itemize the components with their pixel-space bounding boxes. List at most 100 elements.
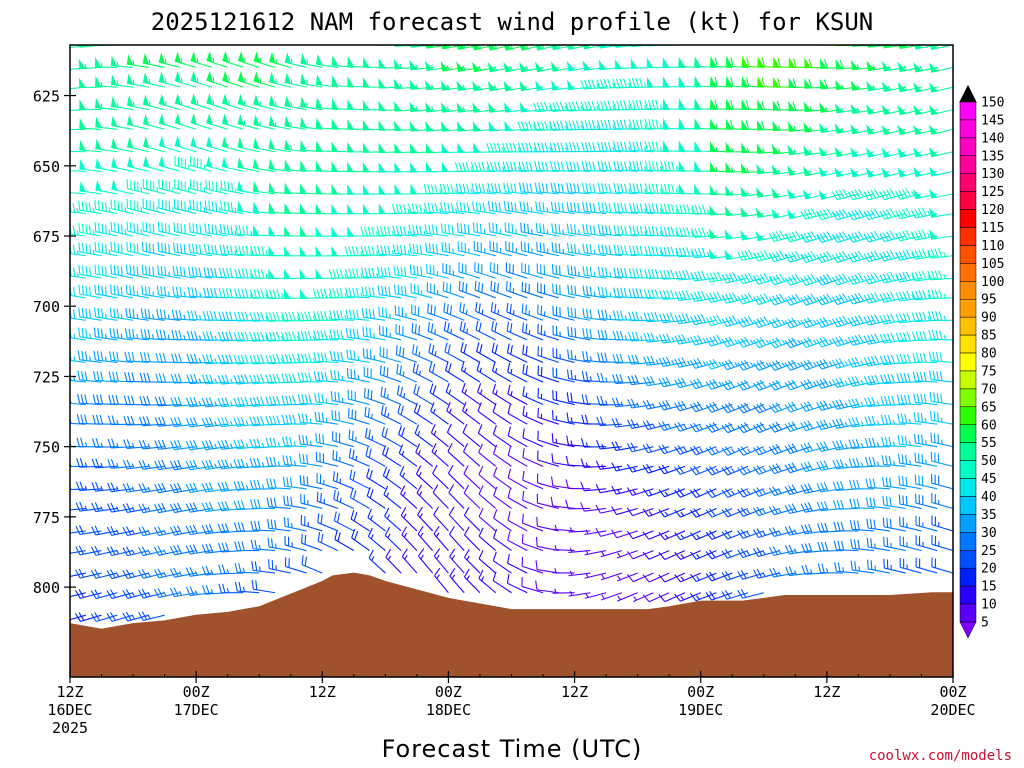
barb-half-feather bbox=[596, 124, 600, 130]
barb-full-feather bbox=[777, 57, 781, 68]
wind-barb bbox=[678, 56, 701, 69]
barb-half-feather bbox=[152, 291, 155, 297]
barb-flag bbox=[709, 98, 717, 110]
barb-full-feather bbox=[537, 365, 540, 376]
barb-flag bbox=[662, 76, 670, 87]
wind-barb bbox=[206, 93, 228, 111]
barb-flag bbox=[694, 98, 701, 109]
barb-full-feather bbox=[110, 241, 113, 252]
barb-full-feather bbox=[761, 100, 765, 110]
barb-staff bbox=[70, 45, 71, 46]
barb-flag bbox=[928, 105, 938, 116]
barb-staff bbox=[647, 108, 670, 111]
barb-full-feather bbox=[887, 18, 890, 27]
barb-full-feather bbox=[413, 265, 416, 275]
barb-half-feather bbox=[935, 45, 939, 49]
barb-full-feather bbox=[635, 100, 640, 110]
wind-barb bbox=[174, 113, 197, 130]
barb-flag bbox=[347, 76, 354, 87]
wind-barb bbox=[269, 71, 291, 88]
barb-flag bbox=[300, 73, 307, 85]
barb-flag bbox=[126, 73, 134, 85]
barb-full-feather bbox=[409, 264, 412, 275]
barb-flag bbox=[487, 80, 497, 92]
barb-flag bbox=[206, 93, 213, 106]
barb-full-feather bbox=[145, 242, 148, 252]
barb-full-feather bbox=[651, 99, 655, 110]
barb-flag bbox=[646, 76, 654, 88]
barb-flag bbox=[331, 98, 339, 109]
barb-flag bbox=[835, 59, 843, 70]
barb-full-feather bbox=[521, 303, 524, 313]
barb-flag bbox=[441, 45, 449, 50]
wind-barb bbox=[300, 96, 323, 111]
barb-half-feather bbox=[562, 229, 565, 235]
barb-flag bbox=[567, 45, 576, 50]
barb-flag bbox=[237, 113, 244, 126]
wind-barb bbox=[110, 74, 134, 88]
barb-flag bbox=[504, 120, 512, 132]
wind-barb bbox=[70, 193, 71, 194]
barb-full-feather bbox=[495, 223, 498, 234]
barb-full-feather bbox=[129, 265, 132, 275]
barb-half-feather bbox=[149, 38, 150, 43]
barb-full-feather bbox=[600, 100, 605, 111]
barb-flag bbox=[599, 45, 607, 49]
barb-full-feather bbox=[559, 120, 564, 130]
wind-barb bbox=[79, 19, 102, 28]
barb-full-feather bbox=[596, 79, 601, 89]
barb-flag bbox=[174, 71, 182, 83]
barb-full-feather bbox=[113, 265, 116, 275]
wind-barb bbox=[126, 114, 149, 130]
barb-full-feather bbox=[635, 119, 640, 129]
barb-half-feather bbox=[402, 371, 405, 377]
barb-full-feather bbox=[164, 243, 167, 253]
barb-staff bbox=[631, 127, 654, 130]
barb-flag bbox=[269, 51, 276, 64]
barb-flag bbox=[70, 88, 71, 89]
barb-flag bbox=[111, 35, 117, 44]
barb-full-feather bbox=[524, 121, 529, 131]
barb-half-feather bbox=[593, 249, 596, 255]
wind-barb bbox=[269, 51, 291, 69]
barb-flag bbox=[95, 57, 102, 68]
barb-flag bbox=[471, 61, 481, 73]
barb-half-feather bbox=[77, 249, 79, 255]
barb-half-feather bbox=[549, 125, 552, 130]
barb-full-feather bbox=[66, 202, 68, 211]
wind-barb bbox=[110, 55, 134, 69]
barb-flag bbox=[268, 115, 276, 127]
wind-barb bbox=[331, 55, 354, 69]
barb-half-feather bbox=[903, 65, 908, 71]
barb-flag bbox=[300, 116, 307, 128]
barb-flag bbox=[315, 97, 323, 109]
barb-full-feather bbox=[616, 100, 620, 110]
barb-flag bbox=[550, 61, 560, 72]
barb-half-feather bbox=[84, 63, 87, 69]
barb-staff bbox=[931, 25, 953, 29]
wind-barb bbox=[741, 56, 764, 69]
barb-flag bbox=[487, 62, 497, 73]
barb-full-feather bbox=[644, 99, 648, 109]
barb-half-feather bbox=[152, 314, 155, 320]
barb-full-feather bbox=[63, 266, 64, 275]
barb-full-feather bbox=[427, 303, 430, 313]
barb-full-feather bbox=[651, 119, 655, 129]
barb-half-feather bbox=[936, 24, 938, 28]
barb-full-feather bbox=[793, 58, 797, 68]
barb-half-feather bbox=[478, 85, 482, 90]
barb-flag bbox=[773, 35, 779, 44]
barb-half-feather bbox=[935, 66, 939, 72]
barb-full-feather bbox=[745, 100, 750, 110]
barb-flag bbox=[805, 35, 811, 44]
wind-barb bbox=[237, 50, 260, 68]
barb-full-feather bbox=[615, 78, 620, 88]
barb-flag bbox=[425, 45, 433, 49]
barb-full-feather bbox=[540, 102, 545, 112]
barb-half-feather bbox=[85, 45, 87, 47]
barb-half-feather bbox=[219, 230, 221, 235]
barb-full-feather bbox=[583, 79, 589, 89]
barb-half-feather bbox=[628, 82, 631, 88]
barb-flag bbox=[695, 35, 701, 44]
barb-flag bbox=[378, 58, 386, 69]
